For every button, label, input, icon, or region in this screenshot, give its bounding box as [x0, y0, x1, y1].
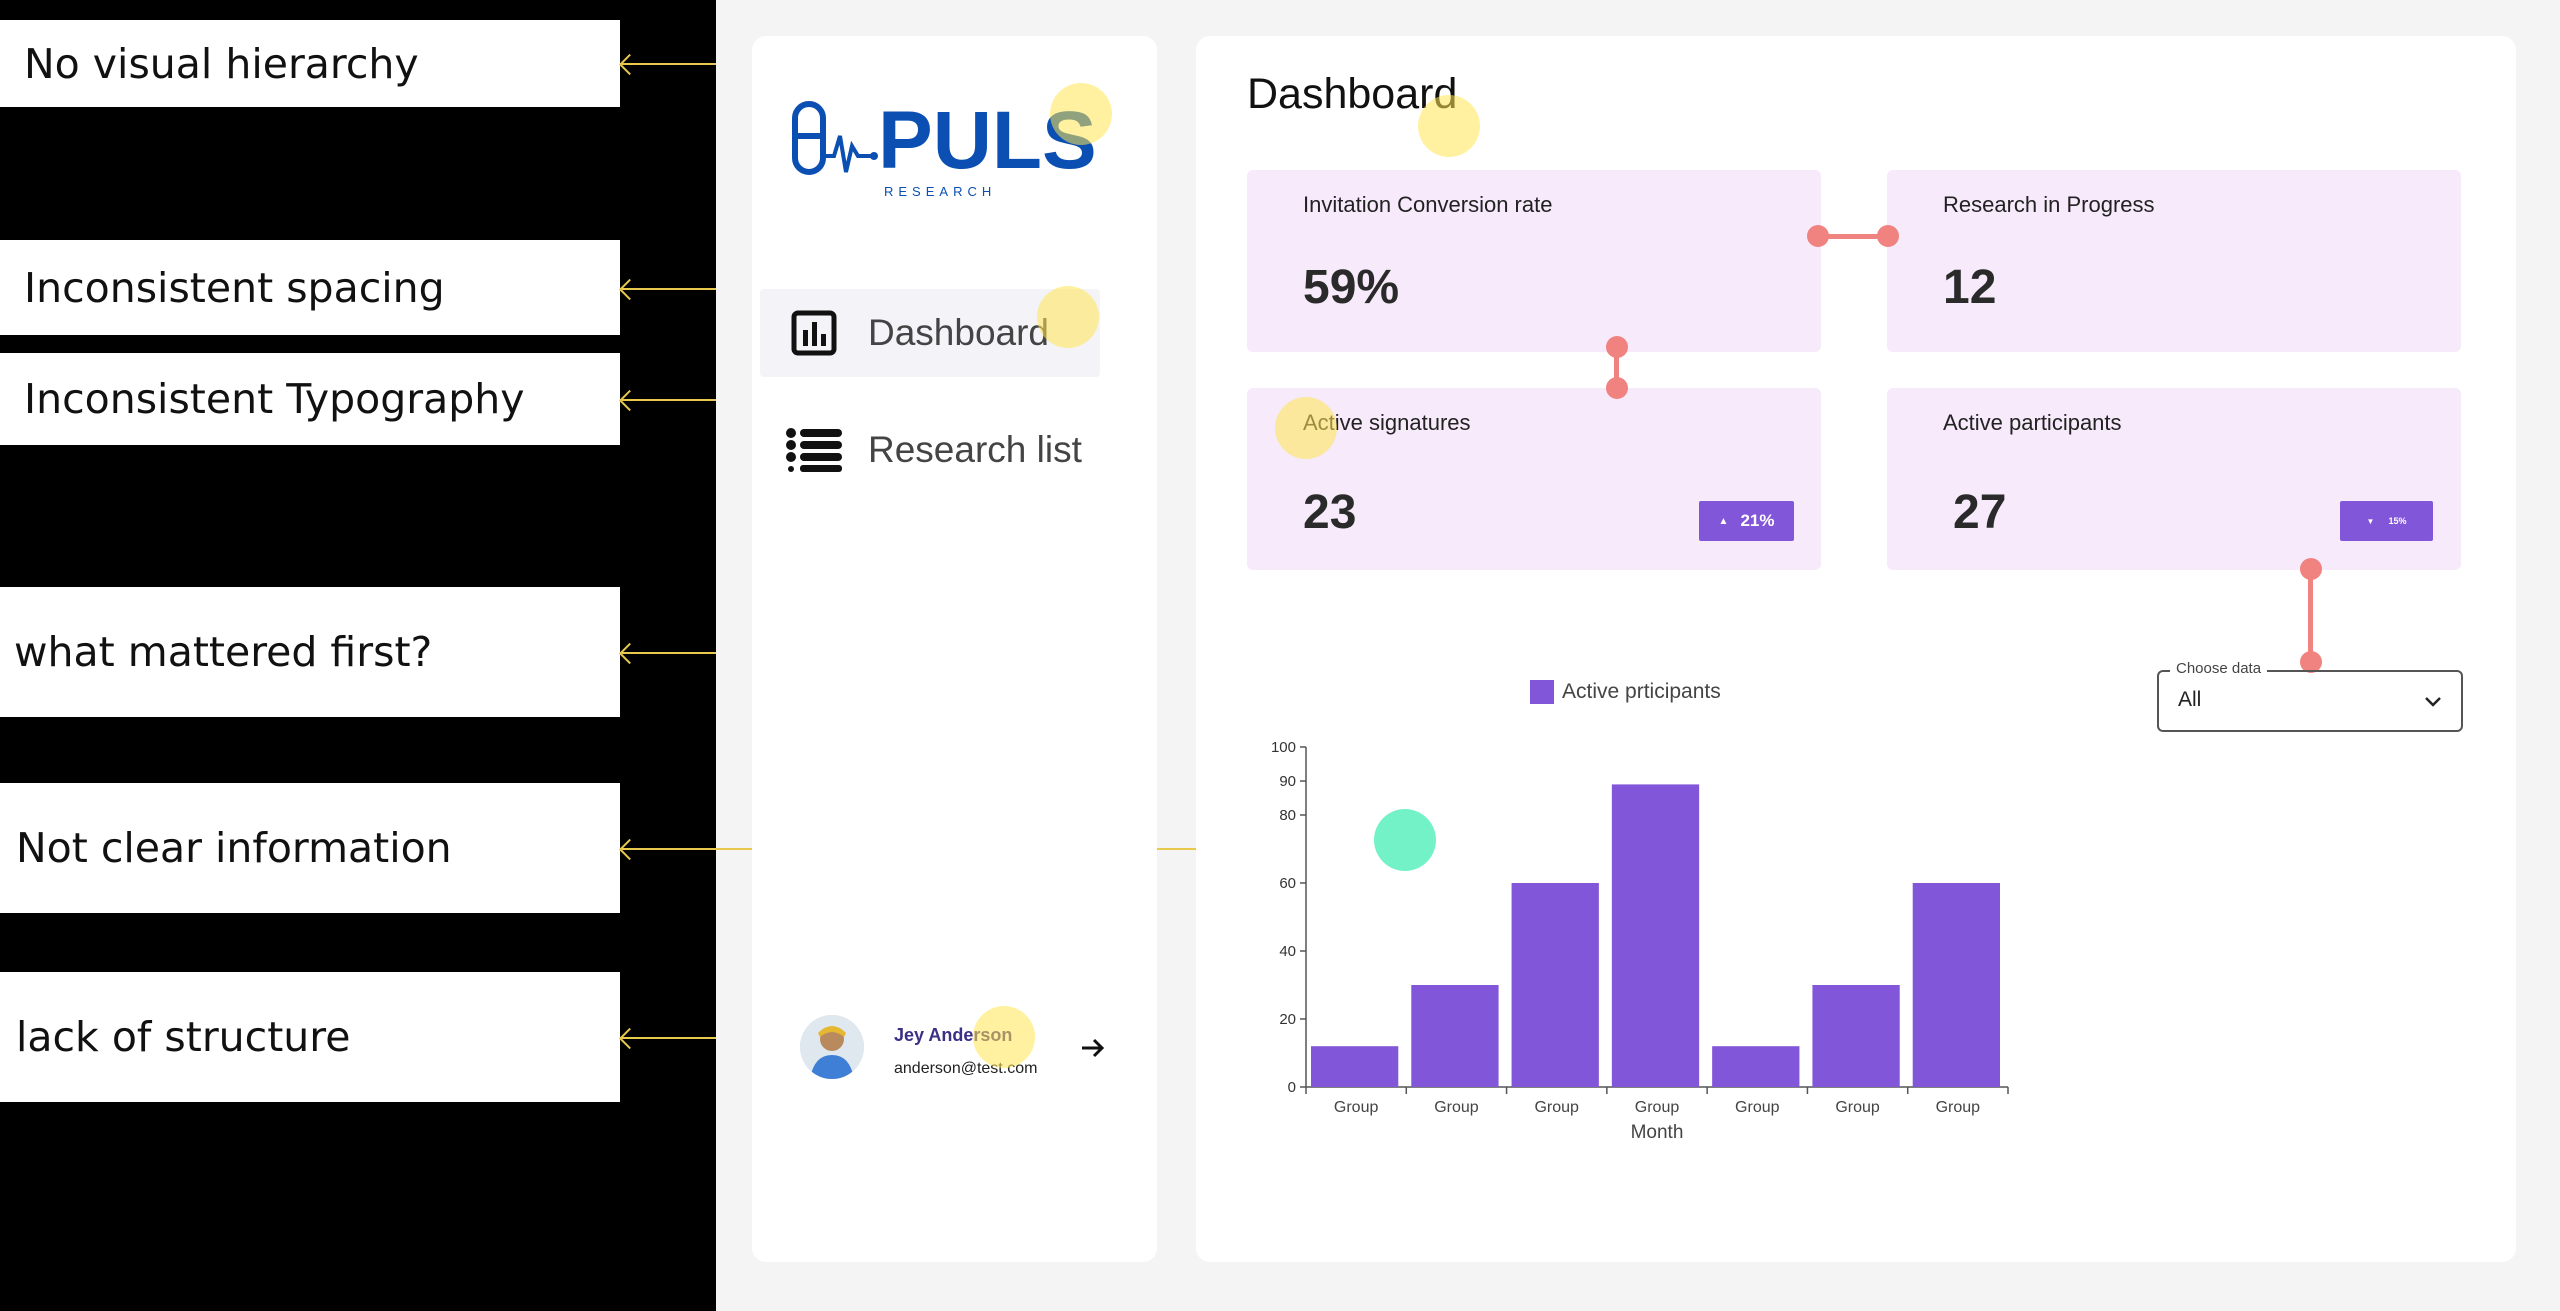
annotation-inconsistent-spacing: Inconsistent spacing [0, 240, 620, 335]
chart-legend: Active prticipants [1530, 680, 1721, 704]
card-value: 59% [1303, 261, 1400, 314]
highlight-marker [1418, 95, 1480, 157]
highlight-marker [973, 1006, 1035, 1068]
annotation-arrowhead [618, 278, 641, 301]
puls-logo[interactable]: PULS RESEARCH [790, 95, 1120, 211]
chart-bar [1311, 1046, 1399, 1087]
annotation-arrowhead [618, 53, 641, 76]
spacing-marker-dot [2300, 651, 2322, 673]
chart-bar [1812, 985, 1900, 1087]
list-icon [782, 418, 846, 482]
avatar[interactable] [800, 1015, 864, 1079]
annotation-arrow [622, 288, 716, 290]
chart-bar [1712, 1046, 1800, 1087]
spacing-marker-dot [2300, 558, 2322, 580]
card-title: Invitation Conversion rate [1303, 192, 1553, 217]
logout-arrow-icon[interactable] [1078, 1033, 1108, 1063]
annotation-no-visual-hierarchy: No visual hierarchy [0, 20, 620, 107]
annotation-arrowhead [618, 1027, 641, 1050]
x-tick-label: Group [1835, 1099, 1880, 1116]
x-tick-label: Group [1434, 1099, 1479, 1116]
sidebar-item-research-list[interactable]: Research list [760, 406, 1100, 494]
card-value: 12 [1943, 261, 1997, 314]
trend-down-icon: ▼ [2366, 516, 2375, 526]
trend-up-icon: ▲ [1718, 515, 1729, 527]
brand-tagline: RESEARCH [884, 184, 996, 199]
chart-bar [1611, 784, 1700, 1087]
user-profile[interactable]: Jey Anderson anderson@test.com [800, 1015, 1110, 1085]
trend-badge-value: 15% [2388, 516, 2407, 526]
sidebar-item-label: Dashboard [868, 312, 1050, 353]
chart-bar [1912, 883, 2000, 1087]
annotation-arrowhead [618, 838, 641, 861]
select-label: Choose data [2170, 660, 2268, 677]
annotation-arrow [622, 63, 716, 65]
sidebar-item-label: Research list [868, 429, 1082, 470]
x-tick-label: Group [1334, 1099, 1379, 1116]
highlight-marker [1374, 809, 1436, 871]
stat-card-research-in-progress[interactable]: Research in Progress 12 [1887, 170, 2461, 352]
legend-swatch [1530, 680, 1554, 704]
bar-chart: 0 20 40 60 80 90 100 Group Group Group Group Group G… [1271, 739, 2009, 1143]
spacing-marker [1818, 234, 1888, 239]
stat-card-invitation-conversion[interactable]: Invitation Conversion rate 59% [1247, 170, 1821, 352]
annotation-arrow [622, 1037, 716, 1039]
spacing-marker-dot [1606, 336, 1628, 358]
annotation-arrowhead [618, 389, 641, 412]
highlight-marker [1275, 397, 1337, 459]
x-tick-label: Group [1534, 1099, 1579, 1116]
trend-badge: ▼ 15% [2340, 501, 2433, 541]
highlight-marker [1050, 83, 1112, 145]
chevron-down-icon[interactable] [2420, 688, 2446, 714]
x-tick-label: Group [1735, 1099, 1780, 1116]
annotation-inconsistent-typography: Inconsistent Typography [0, 353, 620, 445]
y-tick-label: 0 [1288, 1079, 1296, 1096]
annotation-arrowhead [618, 642, 641, 665]
card-title: Active participants [1943, 410, 2122, 435]
annotation-not-clear-information: Not clear information [0, 783, 620, 913]
y-tick-label: 60 [1279, 875, 1296, 892]
x-axis-label: Month [1631, 1122, 1684, 1143]
highlight-marker [1037, 286, 1099, 348]
annotation-arrow [622, 399, 716, 401]
annotation-what-mattered-first: what mattered first? [0, 587, 620, 717]
spacing-marker [1614, 347, 1619, 389]
stat-card-active-signatures[interactable]: Active signatures 23 ▲ 21% [1247, 388, 1821, 570]
y-tick-label: 40 [1279, 943, 1296, 960]
stat-card-active-participants[interactable]: Active participants 27 ▼ 15% [1887, 388, 2461, 570]
spacing-marker-dot [1807, 225, 1829, 247]
legend-label: Active prticipants [1562, 680, 1721, 703]
card-value: 27 [1953, 486, 2007, 539]
annotation-arrow [622, 652, 716, 654]
select-value: All [2178, 688, 2202, 711]
y-tick-label: 20 [1279, 1011, 1296, 1028]
bar-chart-icon [782, 301, 846, 365]
trend-badge: ▲ 21% [1699, 501, 1794, 541]
card-title: Research in Progress [1943, 192, 2155, 217]
choose-data-select[interactable] [2157, 670, 2463, 732]
x-tick-label: Group [1936, 1099, 1981, 1116]
x-tick-label: Group [1635, 1099, 1680, 1116]
puls-logo-icon: PULS RESEARCH [792, 95, 1097, 199]
spacing-marker [2308, 570, 2313, 662]
trend-badge-value: 21% [1740, 511, 1775, 530]
chart-bar [1511, 883, 1599, 1087]
y-tick-label: 80 [1279, 807, 1296, 824]
card-value: 23 [1303, 486, 1357, 539]
annotation-lack-of-structure: lack of structure [0, 972, 620, 1102]
spacing-marker-dot [1606, 377, 1628, 399]
chart-bar [1411, 985, 1499, 1087]
y-tick-label: 90 [1279, 773, 1296, 790]
spacing-marker-dot [1877, 225, 1899, 247]
y-tick-label: 100 [1271, 739, 1296, 756]
